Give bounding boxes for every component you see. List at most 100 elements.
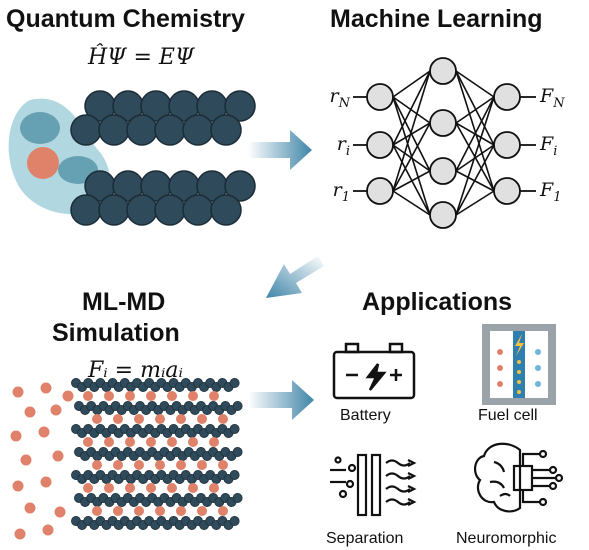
carbon-atom xyxy=(154,114,186,146)
ion xyxy=(24,406,36,418)
ion xyxy=(188,437,198,447)
neural-network: rN ri r1 FN Fi F1 xyxy=(330,57,565,229)
ion xyxy=(209,483,219,493)
ion xyxy=(146,391,156,401)
mlmd-title-line1: ML-MD xyxy=(82,288,165,316)
carbon-atom xyxy=(210,114,242,146)
fuel-cell-icon xyxy=(482,324,556,405)
arrow-down-left xyxy=(266,256,324,298)
ion xyxy=(197,414,207,424)
neuromorphic-icon xyxy=(474,442,564,513)
graphene-layer xyxy=(74,447,243,461)
ion xyxy=(42,524,54,536)
nn-label: Fi xyxy=(539,133,557,159)
graphene-sheet xyxy=(70,90,256,146)
nn-node xyxy=(493,177,521,205)
nn-label: FN xyxy=(539,85,565,111)
ion xyxy=(218,460,228,470)
md-snapshot xyxy=(10,378,243,540)
ion xyxy=(113,460,123,470)
ion xyxy=(188,483,198,493)
nn-edge xyxy=(392,122,431,192)
nn-edge xyxy=(392,122,431,146)
ion xyxy=(12,480,24,492)
ion xyxy=(209,437,219,447)
nn-edge xyxy=(455,190,495,216)
ion xyxy=(10,430,22,442)
applications-title: Applications xyxy=(362,288,512,316)
arrow-right-bottom xyxy=(248,380,314,420)
graphene-sheets xyxy=(70,90,256,226)
nn-edge xyxy=(455,144,495,216)
carbon-atom xyxy=(224,90,256,122)
carbon-atom xyxy=(98,114,130,146)
separation-icon xyxy=(330,453,417,517)
ion xyxy=(167,437,177,447)
nn-edge xyxy=(392,96,431,124)
graphene-sheet xyxy=(70,170,256,226)
nn-edge xyxy=(392,144,431,216)
nn-node xyxy=(429,109,457,137)
ion xyxy=(155,460,165,470)
ion xyxy=(188,391,198,401)
ion xyxy=(104,437,114,447)
graphene-layer xyxy=(71,470,240,484)
nn-node xyxy=(429,157,457,185)
nn-edge xyxy=(455,96,495,216)
carbon-atom xyxy=(182,114,214,146)
graphene-layer xyxy=(71,424,240,438)
quantum-title: Quantum Chemistry xyxy=(6,5,245,33)
ion xyxy=(92,460,102,470)
ion xyxy=(197,506,207,516)
ion xyxy=(83,483,93,493)
nn-edge xyxy=(455,70,495,146)
nn-node xyxy=(366,177,394,205)
ion xyxy=(209,391,219,401)
carbon-atom xyxy=(182,194,214,226)
carbon-atom xyxy=(70,194,102,226)
ion xyxy=(146,483,156,493)
ion xyxy=(113,414,123,424)
nn-edge xyxy=(455,70,495,192)
ion xyxy=(113,506,123,516)
ion xyxy=(54,506,66,518)
ml-title: Machine Learning xyxy=(330,5,543,33)
battery-icon xyxy=(332,342,416,400)
ion xyxy=(176,506,186,516)
ion xyxy=(92,506,102,516)
ion xyxy=(104,483,114,493)
carbon-atom xyxy=(154,194,186,226)
nn-node xyxy=(366,83,394,111)
carbon-atom xyxy=(126,194,158,226)
ion xyxy=(14,528,26,540)
ion xyxy=(40,382,52,394)
graphene-layer xyxy=(71,378,240,392)
nn-node xyxy=(429,201,457,229)
ion xyxy=(50,404,62,416)
ion-atom xyxy=(27,147,59,179)
nn-edge xyxy=(392,170,431,192)
ion xyxy=(52,450,64,462)
ion xyxy=(218,414,228,424)
ion xyxy=(12,386,24,398)
carbon-atom xyxy=(224,170,256,202)
carbon-atom xyxy=(70,114,102,146)
carbon-atom xyxy=(98,194,130,226)
nn-label: F1 xyxy=(539,179,561,205)
separation-label: Separation xyxy=(326,530,403,547)
ion xyxy=(83,391,93,401)
ion xyxy=(176,414,186,424)
ion xyxy=(146,437,156,447)
nn-node xyxy=(366,131,394,159)
ion xyxy=(155,506,165,516)
ion xyxy=(125,483,135,493)
neuromorphic-label: Neuromorphic xyxy=(456,530,556,547)
ion xyxy=(104,391,114,401)
graphene-layer xyxy=(74,493,243,507)
nn-edge xyxy=(392,190,431,216)
ion xyxy=(83,437,93,447)
nn-label: r1 xyxy=(333,179,350,205)
carbon-atom xyxy=(210,194,242,226)
